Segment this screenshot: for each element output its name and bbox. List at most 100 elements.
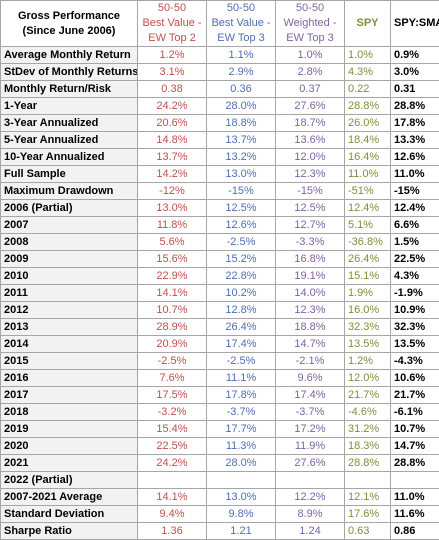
value-cell: 28.0%: [207, 455, 276, 472]
value-cell: 28.8%: [391, 455, 439, 472]
value-cell: 14.8%: [138, 132, 207, 149]
value-cell: [391, 472, 439, 489]
value-cell: 13.0%: [138, 200, 207, 217]
value-cell: -4.3%: [391, 353, 439, 370]
value-cell: 16.4%: [345, 149, 391, 166]
value-cell: 18.7%: [276, 115, 345, 132]
value-cell: 11.1%: [207, 370, 276, 387]
column-header-line2: Weighted - EW Top 3: [284, 17, 337, 44]
value-cell: 1.0%: [345, 47, 391, 64]
value-cell: -12%: [138, 183, 207, 200]
row-label: 10-Year Annualized: [1, 149, 138, 166]
value-cell: 5.1%: [345, 217, 391, 234]
value-cell: 12.5%: [276, 200, 345, 217]
value-cell: 11.0%: [391, 489, 439, 506]
value-cell: -2.5%: [138, 353, 207, 370]
value-cell: 22.8%: [207, 268, 276, 285]
value-cell: 15.6%: [138, 251, 207, 268]
value-cell: 13.0%: [207, 489, 276, 506]
value-cell: [276, 472, 345, 489]
column-header-line2: Best Value - EW Top 2: [142, 17, 201, 44]
value-cell: 13.3%: [391, 132, 439, 149]
value-cell: 1.21: [207, 523, 276, 540]
value-cell: 12.0%: [345, 370, 391, 387]
value-cell: -3.7%: [207, 404, 276, 421]
value-cell: 11.0%: [345, 166, 391, 183]
value-cell: 15.2%: [207, 251, 276, 268]
row-label: 2022 (Partial): [1, 472, 138, 489]
value-cell: -3.7%: [276, 404, 345, 421]
value-cell: -1.9%: [391, 285, 439, 302]
value-cell: 17.4%: [207, 336, 276, 353]
value-cell: 12.1%: [345, 489, 391, 506]
value-cell: 1.5%: [391, 234, 439, 251]
value-cell: 21.7%: [391, 387, 439, 404]
row-label: 2018: [1, 404, 138, 421]
value-cell: 14.2%: [138, 166, 207, 183]
table-row: 2018-3.2%-3.7%-3.7%-4.6%-6.1%: [1, 404, 439, 421]
value-cell: 20.6%: [138, 115, 207, 132]
value-cell: 26.4%: [345, 251, 391, 268]
value-cell: 26.0%: [345, 115, 391, 132]
value-cell: 17.6%: [345, 506, 391, 523]
value-cell: 10.7%: [138, 302, 207, 319]
value-cell: 13.5%: [391, 336, 439, 353]
value-cell: 18.8%: [207, 115, 276, 132]
value-cell: 14.7%: [391, 438, 439, 455]
value-cell: 18.4%: [345, 132, 391, 149]
row-label: 2010: [1, 268, 138, 285]
row-label: Average Monthly Return: [1, 47, 138, 64]
row-label: 2021: [1, 455, 138, 472]
row-label: 3-Year Annualized: [1, 115, 138, 132]
value-cell: 3.1%: [138, 64, 207, 81]
table-row: 2006 (Partial)13.0%12.5%12.5%12.4%12.4%: [1, 200, 439, 217]
column-header-line1: 50-50: [227, 2, 255, 14]
value-cell: 9.8%: [207, 506, 276, 523]
value-cell: 1.0%: [276, 47, 345, 64]
value-cell: 4.3%: [391, 268, 439, 285]
value-cell: 17.8%: [207, 387, 276, 404]
value-cell: 4.3%: [345, 64, 391, 81]
value-cell: 12.3%: [276, 166, 345, 183]
value-cell: 28.8%: [345, 455, 391, 472]
value-cell: 12.6%: [391, 149, 439, 166]
value-cell: 0.31: [391, 81, 439, 98]
value-cell: 10.9%: [391, 302, 439, 319]
value-cell: 16.8%: [276, 251, 345, 268]
value-cell: 14.0%: [276, 285, 345, 302]
value-cell: 17.5%: [138, 387, 207, 404]
value-cell: 10.2%: [207, 285, 276, 302]
value-cell: -3.3%: [276, 234, 345, 251]
row-label: 2007-2021 Average: [1, 489, 138, 506]
value-cell: 11.8%: [138, 217, 207, 234]
value-cell: 14.1%: [138, 285, 207, 302]
value-cell: 0.86: [391, 523, 439, 540]
value-cell: 2.8%: [276, 64, 345, 81]
value-cell: 21.7%: [345, 387, 391, 404]
value-cell: 1.36: [138, 523, 207, 540]
row-label: 2006 (Partial): [1, 200, 138, 217]
value-cell: 1.2%: [345, 353, 391, 370]
value-cell: 17.4%: [276, 387, 345, 404]
value-cell: 8.9%: [276, 506, 345, 523]
table-row: Maximum Drawdown-12%-15%-15%-51%-15%: [1, 183, 439, 200]
value-cell: -15%: [391, 183, 439, 200]
value-cell: 0.63: [345, 523, 391, 540]
value-cell: 17.8%: [391, 115, 439, 132]
value-cell: 15.4%: [138, 421, 207, 438]
row-label: 2013: [1, 319, 138, 336]
value-cell: 16.0%: [345, 302, 391, 319]
value-cell: 32.3%: [345, 319, 391, 336]
row-label: 2007: [1, 217, 138, 234]
column-header-spy: SPY: [345, 1, 391, 47]
value-cell: -2.5%: [207, 353, 276, 370]
